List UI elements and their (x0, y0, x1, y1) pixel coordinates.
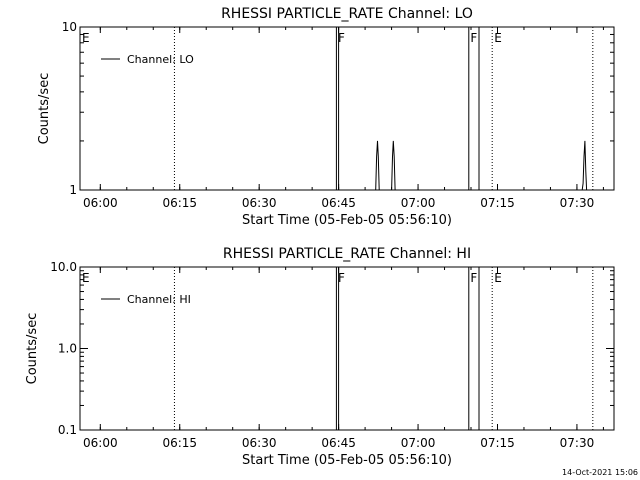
x-tick-label: 06:00 (83, 436, 118, 450)
x-tick-label: 06:45 (321, 196, 356, 210)
plot-frame (79, 26, 615, 191)
chart-title: RHESSI PARTICLE_RATE Channel: HI (223, 246, 471, 262)
x-tick-label: 07:15 (480, 196, 515, 210)
y-axis-label: Counts/sec (37, 73, 52, 145)
y-tick-label: 1.0 (58, 342, 77, 356)
series-line (335, 266, 480, 431)
x-tick-label: 07:30 (560, 436, 595, 450)
plot-frame (79, 266, 615, 431)
x-axis-label: Start Time (05-Feb-05 05:56:10) (242, 453, 452, 468)
y-tick-label: 10 (62, 20, 77, 34)
chart-title: RHESSI PARTICLE_RATE Channel: LO (221, 6, 473, 22)
chart-panel-1: RHESSI PARTICLE_RATE Channel: HI 06:00 06:… (25, 246, 615, 468)
x-tick-label: 07:00 (401, 196, 436, 210)
event-marker-label: F (470, 271, 477, 285)
legend-entry: Channel: LO (127, 53, 194, 66)
x-tick-label: 07:30 (560, 196, 595, 210)
x-tick-label: 06:15 (162, 436, 197, 450)
y-tick-label: 10.0 (50, 260, 77, 274)
y-tick-label: 1 (69, 183, 77, 197)
series-line (335, 26, 588, 191)
x-axis-label: Start Time (05-Feb-05 05:56:10) (242, 213, 452, 228)
x-tick-label: 06:15 (162, 196, 197, 210)
x-tick-label: 06:30 (242, 436, 277, 450)
x-tick-label: 06:45 (321, 436, 356, 450)
x-tick-label: 07:15 (480, 436, 515, 450)
x-tick-label: 07:00 (401, 436, 436, 450)
y-tick-label: 0.1 (58, 423, 77, 437)
event-marker-label: F (338, 271, 345, 285)
legend-entry: Channel: HI (127, 293, 191, 306)
x-tick-label: 06:00 (83, 196, 118, 210)
event-marker-label: F (338, 31, 345, 45)
x-tick-label: 06:30 (242, 196, 277, 210)
event-marker-label: E (82, 31, 90, 45)
event-marker-label: E (82, 271, 90, 285)
event-marker-label: E (494, 31, 502, 45)
event-marker-label: E (494, 271, 502, 285)
footer-timestamp: 14-Oct-2021 15:06 (562, 468, 638, 477)
chart-panel-0: RHESSI PARTICLE_RATE Channel: LO 06:00 06:… (37, 6, 615, 228)
event-marker-label: F (470, 31, 477, 45)
y-axis-label: Counts/sec (25, 313, 40, 385)
